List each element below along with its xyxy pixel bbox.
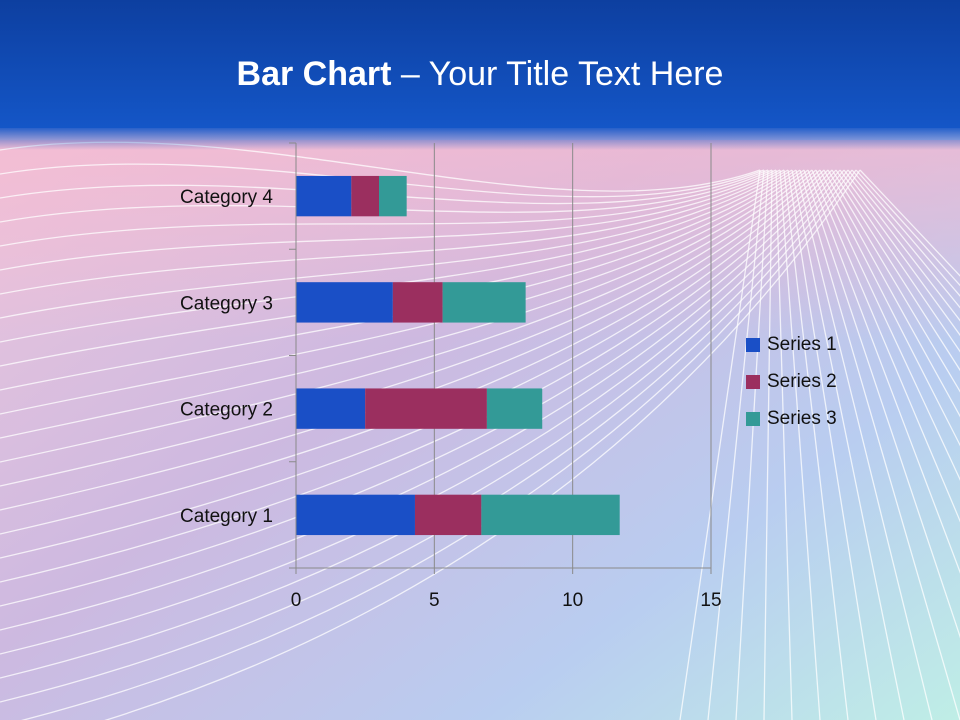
bar-series-1 xyxy=(296,388,366,429)
title-bar-fade xyxy=(0,128,960,150)
legend-swatch xyxy=(746,411,760,426)
background-line xyxy=(0,169,905,720)
title-rest: – Your Title Text Here xyxy=(391,55,724,93)
bar-series-1 xyxy=(296,282,393,323)
legend-label: Series 3 xyxy=(767,407,837,429)
bar-series-3 xyxy=(481,494,620,536)
background-line xyxy=(0,169,960,535)
category-label: Category 4 xyxy=(180,187,273,208)
bar-series-1 xyxy=(296,175,352,217)
x-tick-label: 10 xyxy=(562,590,583,611)
bar-series-2 xyxy=(351,175,379,217)
background-line xyxy=(0,169,773,720)
background-line xyxy=(0,169,821,720)
legend-label: Series 1 xyxy=(767,333,837,355)
legend-item: Series 3 xyxy=(746,400,837,437)
title-bar xyxy=(0,0,960,128)
bar-series-3 xyxy=(442,282,526,323)
background-line xyxy=(0,169,960,655)
bar-series-2 xyxy=(365,388,487,429)
bar-series-1 xyxy=(296,494,415,536)
background-line xyxy=(0,169,769,720)
category-label: Category 2 xyxy=(180,400,273,421)
background-line xyxy=(0,169,960,511)
background-line xyxy=(20,169,960,720)
legend-label: Series 2 xyxy=(767,370,837,392)
background-line xyxy=(0,163,765,720)
bar-series-3 xyxy=(379,175,407,217)
background-line xyxy=(0,169,793,720)
background-line xyxy=(0,169,960,631)
legend-item: Series 2 xyxy=(746,363,837,400)
background-line xyxy=(0,169,960,523)
category-label: Category 3 xyxy=(180,293,273,314)
background-line xyxy=(0,169,960,487)
category-label: Category 1 xyxy=(180,506,273,527)
x-tick-label: 15 xyxy=(700,590,721,611)
title-bold: Bar Chart xyxy=(236,55,392,93)
legend-swatch xyxy=(746,337,760,352)
background-line xyxy=(0,169,849,720)
background-line xyxy=(0,169,960,574)
x-tick-label: 5 xyxy=(429,590,440,611)
chart-legend: Series 1 Series 2 Series 3 xyxy=(746,326,837,437)
background-line xyxy=(0,169,960,703)
background-line xyxy=(0,169,960,679)
bar-series-2 xyxy=(414,494,482,536)
bar-series-3 xyxy=(486,388,543,429)
x-tick-label: 0 xyxy=(291,590,302,611)
slide-title: Bar Chart – Your Title Text Here xyxy=(0,52,960,96)
legend-item: Series 1 xyxy=(746,326,837,363)
background-line xyxy=(0,169,877,720)
legend-swatch xyxy=(746,374,760,389)
bar-series-2 xyxy=(392,282,443,323)
